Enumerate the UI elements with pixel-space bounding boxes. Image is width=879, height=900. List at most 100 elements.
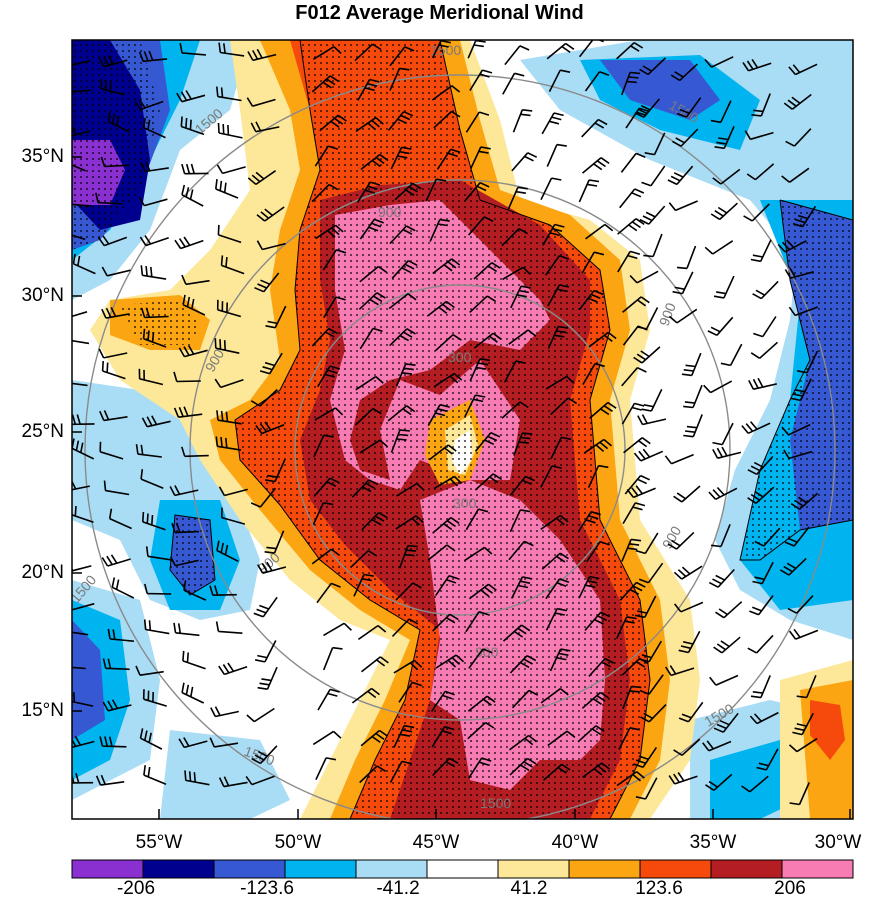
wind-barb: [550, 436, 572, 460]
wind-barb: [502, 266, 531, 281]
wind-barb: [395, 582, 422, 601]
wind-barb: [138, 196, 168, 207]
wind-barb: [315, 224, 344, 240]
wind-barb: [389, 67, 410, 91]
wind-barb: [720, 343, 743, 367]
wind-barb: [618, 727, 640, 750]
wind-barb: [353, 573, 374, 597]
wind-barb: [635, 532, 659, 555]
wind-barb: [509, 509, 531, 533]
wind-barb: [708, 486, 738, 501]
wind-barb: [181, 163, 209, 175]
wind-barb: [359, 327, 383, 350]
wind-barb: [215, 621, 243, 634]
wind-barb: [99, 736, 127, 748]
wind-barb: [540, 465, 562, 488]
wind-barb: [581, 251, 605, 274]
wind-barb: [181, 446, 209, 458]
wind-barb: [360, 153, 389, 171]
wind-barb: [72, 339, 90, 345]
wind-barb: [622, 685, 642, 710]
wind-barb: [550, 397, 578, 416]
wind-barb: [426, 300, 455, 317]
ring-label: 900: [475, 644, 499, 660]
wind-barb: [183, 580, 207, 601]
wind-barb: [220, 255, 245, 275]
wind-barb: [792, 205, 817, 228]
wind-barb: [217, 122, 243, 139]
contour-red-orange-se: [810, 700, 845, 760]
colorbar-label: -206: [116, 878, 156, 899]
wind-barb: [585, 223, 614, 240]
wind-barb: [98, 348, 128, 359]
wind-barb: [139, 235, 169, 247]
range-ring-middle: [189, 179, 731, 721]
wind-barb: [705, 773, 733, 791]
wind-barb: [181, 682, 205, 704]
wind-barb: [508, 329, 537, 345]
wind-barb: [101, 360, 126, 380]
wind-barb: [435, 654, 465, 669]
contour-light-blue-ne: [520, 40, 853, 300]
wind-barb: [389, 225, 416, 245]
wind-barb: [102, 699, 132, 712]
wind-barb: [395, 515, 424, 530]
wind-barb: [709, 674, 739, 686]
wind-barb: [503, 360, 526, 383]
wind-barb: [247, 48, 277, 62]
wind-barb: [387, 405, 416, 422]
wind-barb: [390, 146, 412, 170]
wind-barb: [540, 514, 569, 530]
wind-barb: [390, 429, 410, 453]
wind-barb: [474, 473, 503, 491]
wind-barb: [507, 186, 528, 210]
wind-barb: [744, 130, 774, 141]
wind-barb: [354, 407, 382, 426]
wind-barb: [322, 249, 347, 271]
wind-barb: [753, 316, 777, 338]
wind-barb: [464, 181, 490, 202]
wind-barb: [545, 375, 575, 390]
wind-barb: [541, 112, 564, 135]
wind-barb: [621, 402, 645, 425]
wind-barb: [616, 42, 644, 60]
wind-barb: [781, 423, 811, 436]
colorbar-swatch: [355, 859, 428, 879]
wind-barb: [707, 316, 734, 337]
wind-barb: [216, 86, 242, 102]
wind-barb: [72, 414, 95, 426]
wind-barb: [467, 721, 495, 740]
wind-barb: [431, 40, 451, 59]
wind-barb: [582, 362, 605, 385]
wind-barb: [712, 446, 742, 459]
wind-barb: [311, 327, 338, 347]
wind-barb: [752, 561, 774, 585]
colorbar-swatch: [142, 859, 215, 879]
wind-barb: [311, 75, 340, 93]
wind-barb: [107, 111, 131, 133]
wind-barb: [781, 167, 810, 183]
wind-barb: [216, 540, 239, 563]
wind-barb: [323, 296, 346, 319]
colorbar-swatch: [781, 859, 854, 879]
wind-barb: [626, 485, 656, 499]
lon-label-35w: 35°W: [689, 832, 737, 853]
wind-barb: [358, 292, 386, 310]
colorbar-label: -41.2: [376, 878, 420, 899]
wind-barb: [581, 118, 608, 138]
wind-barb: [621, 538, 642, 562]
wind-barb: [464, 394, 486, 418]
wind-barb: [543, 763, 571, 781]
wind-barb: [714, 125, 735, 150]
wind-barb: [743, 203, 770, 222]
wind-barb: [389, 46, 415, 67]
wind-barb: [387, 110, 414, 131]
wind-barb: [577, 510, 601, 533]
wind-barb: [469, 146, 491, 170]
wind-barb: [710, 202, 738, 221]
wind-barb: [254, 640, 277, 663]
wind-barb: [95, 192, 123, 205]
wind-barb: [509, 475, 535, 496]
wind-barb: [111, 577, 135, 599]
wind-barb: [142, 511, 166, 531]
